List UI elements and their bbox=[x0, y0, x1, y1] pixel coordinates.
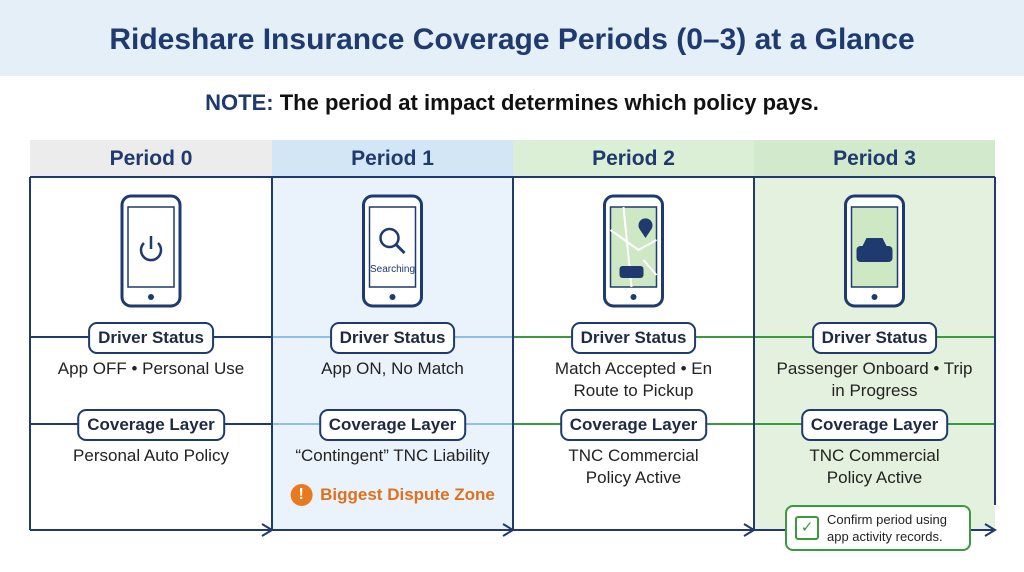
period-header: Period 3 bbox=[833, 147, 916, 170]
status-text: App OFF • Personal Use bbox=[57, 359, 245, 378]
status-text: App ON, No Match bbox=[321, 359, 464, 378]
arrow-head bbox=[984, 523, 997, 537]
period-header: Period 2 bbox=[592, 147, 675, 170]
column-header bbox=[513, 140, 754, 177]
status-label: Driver Status bbox=[88, 322, 214, 354]
coverage-text: TNC Commercial Policy Active bbox=[568, 446, 699, 487]
status-label: Driver Status bbox=[570, 322, 697, 354]
status-label: Driver Status bbox=[811, 322, 938, 354]
search-icon bbox=[395, 243, 406, 255]
car-roof bbox=[862, 238, 887, 246]
phone-button bbox=[871, 294, 878, 300]
phone-button bbox=[148, 294, 154, 300]
tip-box: ✓ Confirm period using app activity recor… bbox=[785, 505, 971, 551]
car-icon bbox=[856, 246, 893, 262]
phone-button bbox=[389, 294, 396, 300]
phone-text: Searching bbox=[370, 264, 415, 275]
check-icon: ✓ bbox=[795, 516, 819, 540]
status-text: Match Accepted • En Route to Pickup bbox=[554, 359, 713, 400]
period-header: Period 0 bbox=[109, 147, 193, 170]
column-header bbox=[30, 140, 272, 177]
title: Rideshare Insurance Coverage Periods (0–… bbox=[0, 0, 1024, 76]
note-text: The period at impact determines which po… bbox=[279, 90, 819, 115]
period-header: Period 1 bbox=[351, 147, 434, 170]
note-label: NOTE: bbox=[205, 90, 274, 115]
status-label: Driver Status bbox=[329, 322, 456, 354]
coverage-label: Coverage Layer bbox=[800, 409, 949, 441]
car-icon bbox=[619, 266, 644, 278]
warning: ! Biggest Dispute Zone bbox=[290, 484, 495, 506]
coverage-text: “Contingent” TNC Liability bbox=[295, 446, 490, 465]
note: NOTE: The period at impact determines wh… bbox=[0, 90, 1024, 116]
warning-icon: ! bbox=[290, 484, 313, 506]
column-header bbox=[272, 140, 513, 177]
coverage-label: Coverage Layer bbox=[77, 409, 225, 441]
map-pin bbox=[638, 218, 653, 238]
phone-button bbox=[630, 294, 637, 300]
coverage-text: Personal Auto Policy bbox=[73, 446, 229, 465]
coverage-label: Coverage Layer bbox=[318, 409, 467, 441]
search-icon bbox=[379, 227, 400, 249]
coverage-text: TNC Commercial Policy Active bbox=[809, 446, 940, 487]
status-text: Passenger Onboard • Trip in Progress bbox=[776, 359, 973, 400]
tip-text: Confirm period using app activity record… bbox=[827, 512, 947, 544]
column-header bbox=[754, 140, 995, 177]
warning-text: Biggest Dispute Zone bbox=[320, 485, 495, 504]
coverage-label: Coverage Layer bbox=[559, 409, 708, 441]
power-icon bbox=[139, 242, 163, 262]
